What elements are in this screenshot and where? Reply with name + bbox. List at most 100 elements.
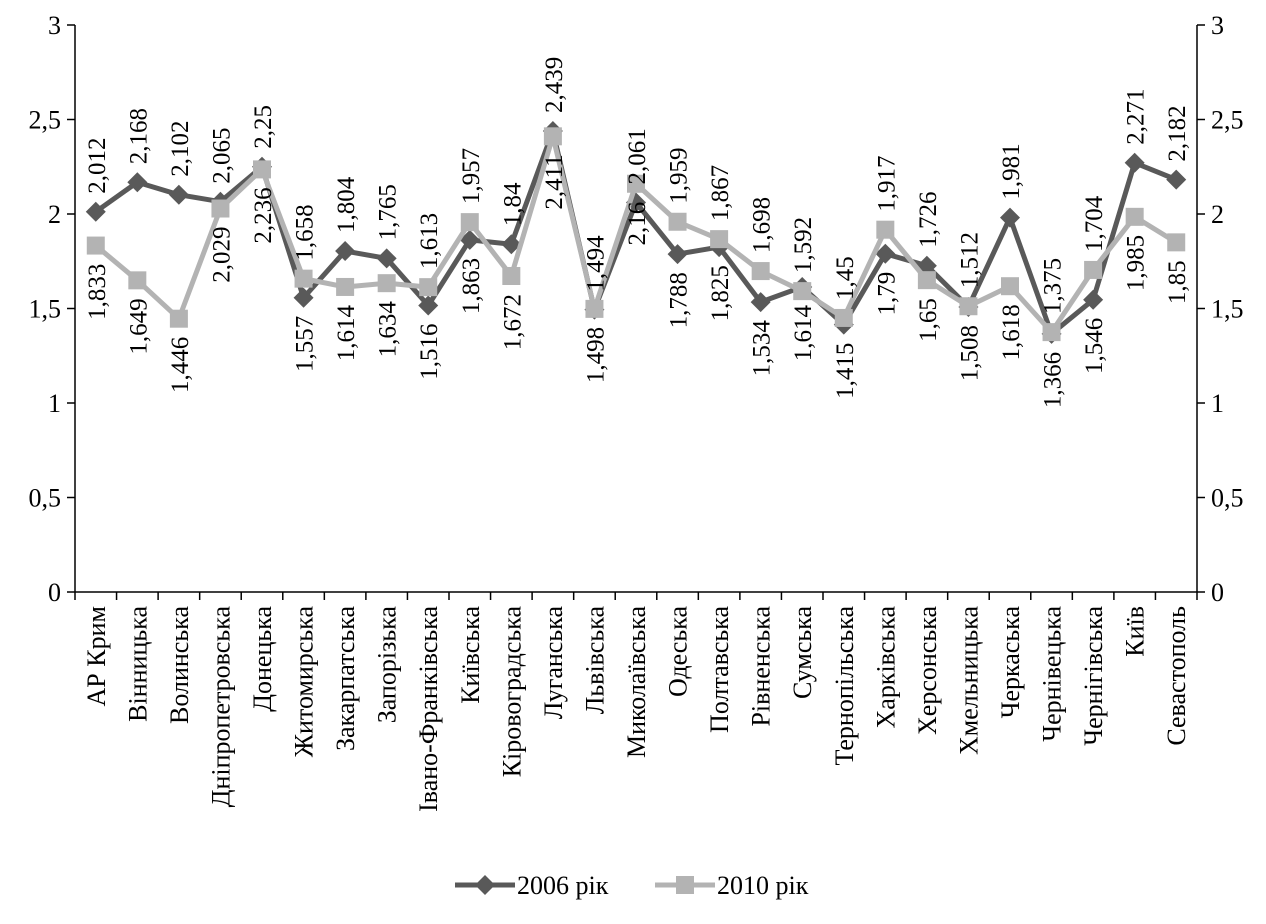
x-category-label: Рівненська xyxy=(747,606,776,727)
data-label-2006: 1,557 xyxy=(292,316,319,372)
x-category-label: Київ xyxy=(1121,606,1150,657)
data-label-2010: 1,649 xyxy=(125,298,152,354)
data-point-2010 xyxy=(835,309,853,327)
data-label-2006: 1,79 xyxy=(873,272,900,316)
y-tick-label-right: 0,5 xyxy=(1211,484,1244,513)
data-point-2010 xyxy=(128,271,146,289)
legend: 2006 рік 2010 рік xyxy=(455,871,809,900)
x-category-label: Вінницька xyxy=(123,606,152,722)
data-point-2010 xyxy=(1084,261,1102,279)
data-point-2010 xyxy=(419,278,437,296)
data-label-2010: 1,833 xyxy=(84,264,111,320)
data-label-2010: 1,45 xyxy=(832,256,859,300)
y-tick-label-left: 0 xyxy=(48,578,61,607)
data-label-2006: 2,102 xyxy=(167,120,194,176)
data-label-2010: 1,867 xyxy=(707,165,734,221)
y-tick-label-left: 2 xyxy=(48,200,61,229)
x-category-label: Харківська xyxy=(871,606,900,729)
data-label-2010: 1,672 xyxy=(499,294,526,350)
y-tick-label-left: 3 xyxy=(48,11,61,40)
data-point-2010 xyxy=(502,267,520,285)
data-label-2006: 1,765 xyxy=(375,184,402,240)
x-category-label: Полтавська xyxy=(705,606,734,733)
y-tick-label-left: 2,5 xyxy=(29,106,62,135)
legend-label-2006: 2006 рік xyxy=(517,871,609,900)
data-point-2010 xyxy=(1126,208,1144,226)
x-category-label: Одеська xyxy=(664,606,693,697)
x-category-label: Кіровоградська xyxy=(497,606,526,778)
data-point-2010 xyxy=(1001,277,1019,295)
data-point-2010 xyxy=(669,213,687,231)
data-label-2010: 1,658 xyxy=(292,204,319,260)
data-label-2006: 2,061 xyxy=(624,128,651,184)
y-tick-label-right: 2 xyxy=(1211,200,1224,229)
data-label-2010: 1,614 xyxy=(333,304,360,361)
y-tick-label-right: 2,5 xyxy=(1211,106,1244,135)
x-category-label: Луганська xyxy=(539,606,568,720)
x-category-label: Севастополь xyxy=(1162,606,1191,746)
data-label-2006: 1,825 xyxy=(707,265,734,321)
data-label-2010: 1,957 xyxy=(458,148,485,204)
data-label-2006: 2,168 xyxy=(125,108,152,164)
data-label-2010: 2,236 xyxy=(250,187,277,243)
data-point-2010 xyxy=(295,270,313,288)
data-label-2006: 2,012 xyxy=(84,137,111,193)
data-label-2010: 1,698 xyxy=(749,197,776,253)
data-label-2006: 1,516 xyxy=(416,323,443,379)
data-label-2010: 1,498 xyxy=(582,327,609,383)
legend-marker-2010 xyxy=(676,876,694,894)
y-tick-label-right: 0 xyxy=(1211,578,1224,607)
data-point-2010 xyxy=(87,237,105,255)
data-label-2010: 1,446 xyxy=(167,337,194,393)
data-label-2006: 1,614 xyxy=(790,304,817,361)
data-label-2006: 1,84 xyxy=(499,182,526,226)
legend-label-2010: 2010 рік xyxy=(717,871,809,900)
x-category-label: Черкаська xyxy=(996,606,1025,719)
data-label-2010: 1,618 xyxy=(998,304,1025,360)
data-point-2010 xyxy=(710,230,728,248)
data-label-2010: 1,65 xyxy=(915,298,942,342)
data-label-2010: 2,16 xyxy=(624,202,651,246)
x-category-label: Сумська xyxy=(788,606,817,699)
data-point-2010 xyxy=(170,310,188,328)
x-category-label: Львівська xyxy=(580,606,609,715)
y-tick-label-right: 1 xyxy=(1211,389,1224,418)
x-category-label: Закарпатська xyxy=(331,606,360,751)
data-label-2010: 2,029 xyxy=(208,227,235,283)
data-point-2010 xyxy=(544,127,562,145)
data-label-2006: 2,439 xyxy=(541,57,568,113)
x-category-label: Тернопільська xyxy=(830,606,859,766)
data-point-2010 xyxy=(211,200,229,218)
y-tick-label-left: 1 xyxy=(48,389,61,418)
x-category-label: Волинська xyxy=(165,606,194,724)
data-point-2010 xyxy=(1043,323,1061,341)
data-label-2006: 1,804 xyxy=(333,176,360,233)
data-label-2010: 1,917 xyxy=(873,155,900,211)
data-point-2010 xyxy=(959,297,977,315)
data-label-2010: 1,634 xyxy=(375,301,402,358)
data-point-2010 xyxy=(876,221,894,239)
data-label-2006: 2,065 xyxy=(208,127,235,183)
data-label-2010: 1,985 xyxy=(1123,235,1150,291)
data-point-2006 xyxy=(169,185,189,205)
data-label-2006: 1,415 xyxy=(832,343,859,399)
x-category-label: Хмельницька xyxy=(954,606,983,755)
x-category-label: Київська xyxy=(456,606,485,704)
data-label-2006: 1,863 xyxy=(458,258,485,314)
data-label-2006: 1,726 xyxy=(915,192,942,248)
x-category-label: Миколаївська xyxy=(622,606,651,758)
data-point-2006 xyxy=(1125,153,1145,173)
data-label-2010: 1,375 xyxy=(1040,258,1067,314)
x-category-label: Житомирська xyxy=(290,606,319,758)
data-point-2010 xyxy=(793,282,811,300)
x-category-label: Запорізька xyxy=(373,606,402,724)
x-category-label: Чернівецька xyxy=(1038,606,1067,742)
data-label-2006: 1,546 xyxy=(1081,318,1108,374)
data-point-2010 xyxy=(1167,233,1185,251)
data-label-2006: 1,508 xyxy=(956,325,983,381)
data-point-2006 xyxy=(1000,208,1020,228)
data-label-2010: 2,411 xyxy=(541,154,568,209)
data-point-2010 xyxy=(918,271,936,289)
